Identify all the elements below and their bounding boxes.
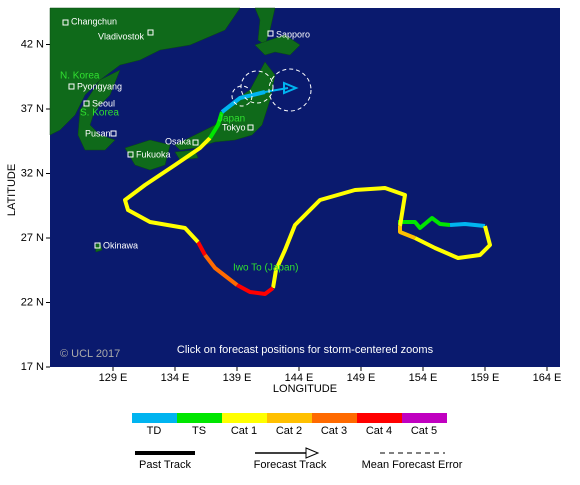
legend-swatch (267, 413, 312, 423)
legend-label: Forecast Track (254, 459, 327, 471)
legend-swatch (357, 413, 402, 423)
place: Tokyo (222, 122, 246, 132)
legend-swatch (222, 413, 267, 423)
x-tick-label: 134 E (161, 372, 190, 384)
place: Vladivostok (98, 31, 145, 41)
forecast (231, 68, 312, 112)
note[interactable]: Click on forecast positions for storm-ce… (177, 344, 434, 356)
place: Okinawa (103, 240, 138, 250)
place: Osaka (165, 136, 191, 146)
legend-swatch (132, 413, 177, 423)
legend-label: TS (192, 425, 206, 437)
x-tick-label: 164 E (533, 372, 562, 384)
y-axis-title: LATITUDE (6, 164, 18, 216)
x-tick-label: 129 E (99, 372, 128, 384)
x-tick-label: 154 E (409, 372, 438, 384)
legend-label: Cat 5 (411, 425, 437, 437)
x-tick-label: 159 E (471, 372, 500, 384)
place: Fukuoka (136, 149, 171, 159)
ocean (50, 8, 560, 367)
y-tick-label: 42 N (21, 38, 44, 50)
y-tick-label: 32 N (21, 167, 44, 179)
y-tick-label: 22 N (21, 296, 44, 308)
place: Sapporo (276, 29, 310, 39)
place: Iwo To (Japan) (233, 263, 298, 274)
legend-label: Past Track (139, 459, 191, 471)
legend-swatch (177, 413, 222, 423)
y-tick-label: 17 N (21, 361, 44, 373)
line-legend: Past Track Forecast Track Mean Forecast … (135, 447, 463, 471)
legend-swatch (312, 413, 357, 423)
copyright: © UCL 2017 (60, 348, 120, 360)
place: Changchun (71, 16, 117, 26)
legend-label: Cat 2 (276, 425, 302, 437)
legend-label: TD (147, 425, 162, 437)
legend-swatch (402, 413, 447, 423)
legend-label: Cat 3 (321, 425, 347, 437)
place-labels: Changchun Vladivostok Sapporo N. Korea P… (60, 16, 310, 273)
place: Japan (218, 114, 245, 125)
x-tick-label: 144 E (285, 372, 314, 384)
x-axis-title: LONGITUDE (273, 383, 337, 395)
place: Pusan (85, 128, 111, 138)
place: S. Korea (80, 108, 119, 119)
place: Seoul (92, 98, 115, 108)
place: Pyongyang (77, 81, 122, 91)
x-tick-label: 149 E (347, 372, 376, 384)
legend-label: Cat 4 (366, 425, 392, 437)
past-track (123, 90, 492, 296)
legend-label: Cat 1 (231, 425, 257, 437)
x-tick-label: 139 E (223, 372, 252, 384)
place: N. Korea (60, 71, 100, 82)
y-tick-label: 27 N (21, 232, 44, 244)
land (49, 7, 301, 253)
legend-label: Mean Forecast Error (362, 459, 463, 471)
y-tick-label: 37 N (21, 103, 44, 115)
